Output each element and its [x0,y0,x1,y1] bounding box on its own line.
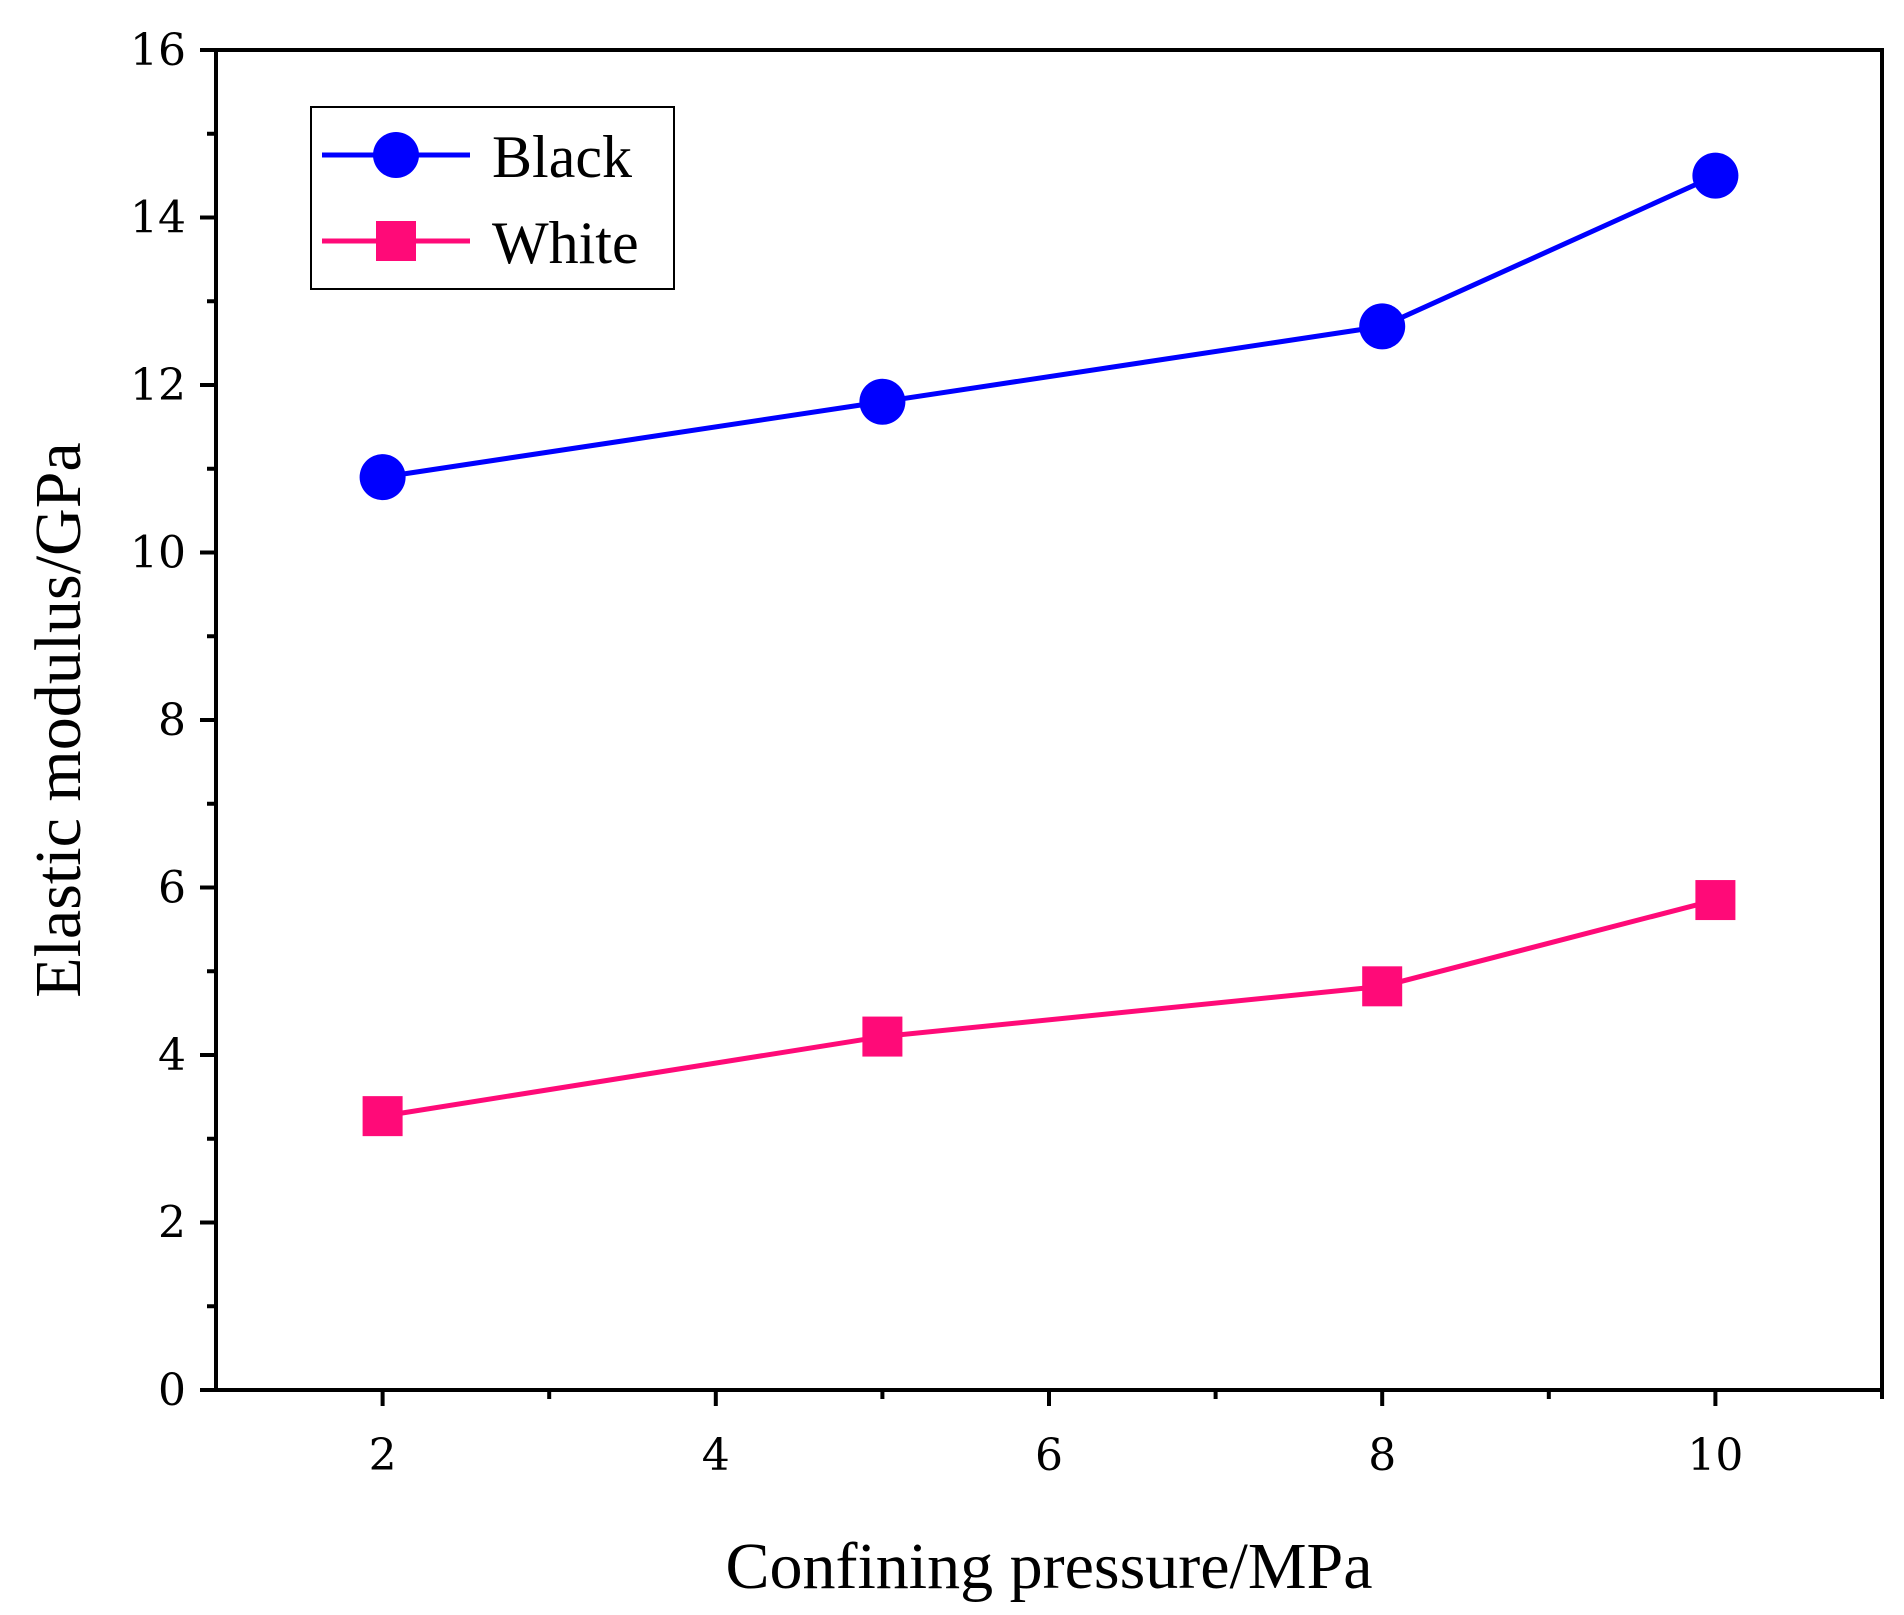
legend-item-black: Black [322,124,632,190]
x-tick-label: 4 [702,1430,730,1481]
y-tick-label: 14 [130,193,186,244]
series-line-black [382,173,1717,480]
data-point-white [1362,966,1403,1007]
series-line-white [382,897,1717,1119]
y-tick-label: 2 [158,1198,186,1249]
x-axis-title: Confining pressure/MPa [725,1530,1372,1603]
y-axis-title: Elastic modulus/GPa [22,442,95,997]
legend-item-white: White [322,210,639,276]
x-tick-label: 8 [1368,1430,1396,1481]
data-point-black [1359,303,1406,350]
y-tick-label: 0 [158,1365,186,1416]
y-tick-label: 4 [158,1030,186,1081]
x-tick-label: 6 [1035,1430,1063,1481]
y-tick-label: 12 [130,360,186,411]
y-tick-label: 8 [158,695,186,746]
axes: 2 4 6 8 10 0 2 4 6 8 10 12 14 16 [130,25,1884,1481]
legend-label-white: White [492,210,639,276]
y-tick-label: 16 [130,25,186,76]
data-point-black [359,454,406,501]
x-tick-label: 2 [369,1430,397,1481]
y-tick-label: 10 [130,528,186,579]
data-point-black [1692,152,1739,199]
series-layer [359,152,1739,1137]
legend-marker-circle [373,132,419,178]
legend: Black White [310,106,675,290]
legend-label-black: Black [492,124,632,190]
data-point-white [362,1096,403,1137]
x-tick-label: 10 [1687,1430,1743,1481]
legend-marker-square [376,221,416,261]
data-point-black [859,378,906,425]
legend-box [310,106,675,290]
data-point-white [862,1016,903,1057]
data-point-white [1695,880,1736,921]
y-tick-label: 6 [158,863,186,914]
